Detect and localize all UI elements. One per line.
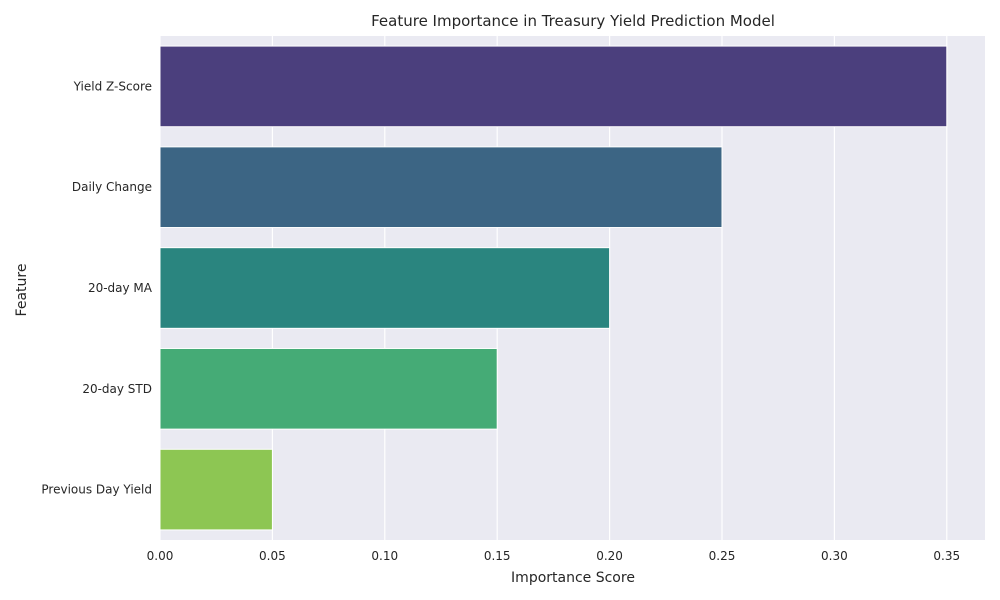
y-axis-label: Feature: [14, 264, 30, 317]
bar: [159, 146, 723, 229]
x-tick-label: 0.00: [147, 549, 174, 563]
x-axis-label: Importance Score: [511, 570, 635, 586]
y-tick-label: Previous Day Yield: [41, 483, 152, 497]
bar: [159, 247, 611, 329]
x-tick-label: 0.15: [484, 549, 511, 563]
x-tick-label: 0.05: [259, 549, 286, 563]
bars: [159, 45, 948, 531]
bar: [159, 347, 498, 430]
chart-title: Feature Importance in Treasury Yield Pre…: [371, 12, 775, 30]
bar: [159, 45, 948, 128]
y-tick-label: Daily Change: [72, 180, 152, 194]
x-tick-label: 0.35: [933, 549, 960, 563]
x-tick-label: 0.25: [709, 549, 736, 563]
y-tick-label: Yield Z-Score: [73, 79, 152, 93]
y-tick-label: 20-day STD: [82, 382, 152, 396]
y-axis-ticks: Yield Z-Score Daily Change 20-day MA 20-day…: [41, 79, 152, 496]
y-tick-label: 20-day MA: [88, 281, 153, 295]
x-tick-label: 0.10: [371, 549, 398, 563]
x-tick-label: 0.30: [821, 549, 848, 563]
x-axis-ticks: 0.00 0.05 0.10 0.15 0.20 0.25 0.30 0.35: [147, 549, 961, 563]
x-tick-label: 0.20: [596, 549, 623, 563]
bar: [159, 448, 273, 531]
